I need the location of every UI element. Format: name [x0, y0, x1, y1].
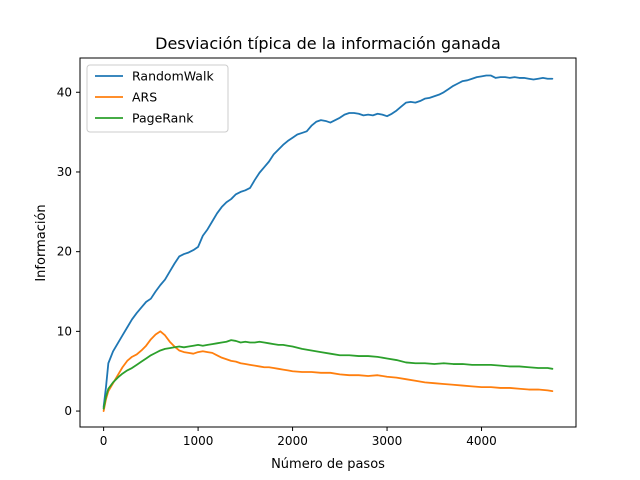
series-layer: [102, 74, 554, 412]
x-axis-label: Número de pasos: [271, 457, 385, 472]
y-tick-label: 30: [57, 165, 72, 179]
x-tick-label: 2000: [277, 434, 308, 448]
x-tick-label: 4000: [466, 434, 497, 448]
series-line-pagerank: [102, 339, 554, 410]
y-tick-label: 20: [57, 245, 72, 259]
y-axis-label: Información: [34, 204, 49, 281]
legend-label-pagerank: PageRank: [132, 111, 194, 126]
legend-label-ars: ARS: [132, 90, 157, 105]
y-axis: 0 10 20 30 40: [57, 85, 80, 418]
legend: RandomWalk ARS PageRank: [86, 64, 229, 133]
legend-label-randomwalk: RandomWalk: [132, 69, 214, 84]
x-axis: 0 1000 2000 3000 4000: [100, 427, 497, 448]
y-tick-label: 10: [57, 324, 72, 338]
x-tick-label: 1000: [183, 434, 214, 448]
legend-box: [86, 64, 229, 133]
series-line-randomwalk: [102, 74, 554, 408]
x-tick-label: 3000: [372, 434, 403, 448]
x-tick-label: 0: [100, 434, 108, 448]
y-tick-label: 40: [57, 85, 72, 99]
plot-area-frame: [79, 57, 577, 428]
y-tick-label: 0: [64, 404, 72, 418]
series-line-ars: [102, 330, 554, 412]
chart-title: Desviación típica de la información gana…: [155, 34, 501, 53]
